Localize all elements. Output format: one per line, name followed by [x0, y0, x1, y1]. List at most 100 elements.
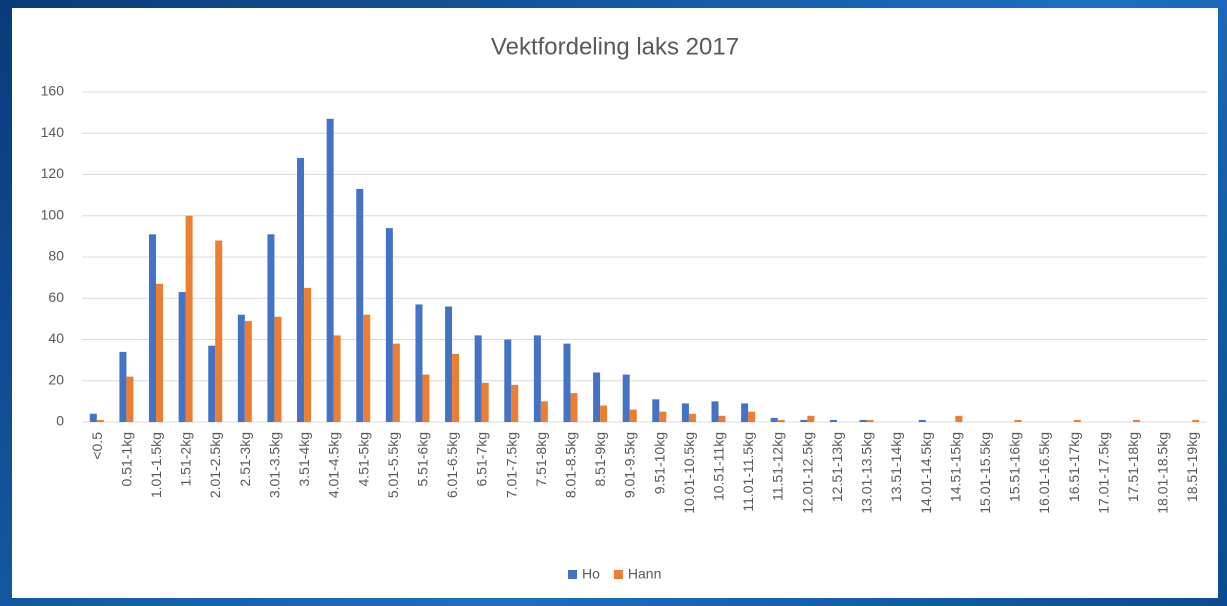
bar [156, 283, 164, 422]
bar [800, 419, 808, 422]
y-tick-label: 120 [41, 165, 65, 181]
bar [89, 413, 97, 422]
y-tick-label: 100 [41, 206, 65, 222]
bar [1073, 419, 1081, 422]
bar [304, 287, 312, 422]
legend-swatch [568, 570, 577, 579]
bar [392, 343, 400, 422]
bar [540, 401, 548, 422]
bar [1192, 419, 1200, 422]
bar [918, 419, 926, 422]
x-tick-label: 4.01-4.5kg [326, 432, 342, 498]
x-tick-label: 2.51-3kg [237, 432, 253, 486]
bar [452, 353, 460, 422]
bar [570, 393, 578, 422]
bar [185, 215, 193, 422]
legend-label: Hann [628, 566, 661, 582]
legend-label: Ho [582, 566, 600, 582]
x-tick-label: 7.51-8kg [533, 432, 549, 486]
bar [563, 343, 571, 422]
x-tick-label: 18.01-18.5kg [1155, 432, 1171, 514]
bar [688, 413, 696, 422]
x-tick-label: 14.01-14.5kg [918, 432, 934, 514]
x-tick-label: 11.51-12kg [770, 432, 786, 501]
x-tick-label: 7.01-7.5kg [503, 432, 519, 498]
bar [1132, 419, 1140, 422]
x-tick-label: 10.51-11kg [711, 432, 727, 501]
bar [866, 419, 874, 422]
x-tick-label: 6.01-6.5kg [444, 432, 460, 498]
x-tick-label: 17.51-18kg [1125, 432, 1141, 502]
bar [119, 351, 127, 422]
bar [422, 374, 430, 422]
x-tick-label: 0.51-1kg [118, 432, 134, 486]
x-tick-label: 3.51-4kg [296, 432, 312, 486]
x-tick-label: 8.01-8.5kg [562, 432, 578, 498]
x-tick-label: 5.51-6kg [414, 432, 430, 486]
x-tick-label: 15.01-15.5kg [977, 432, 993, 514]
bar [511, 384, 519, 422]
bar [474, 335, 482, 422]
bar [237, 314, 245, 422]
bar [215, 240, 223, 422]
bar [1014, 419, 1022, 422]
y-tick-label: 20 [48, 371, 64, 387]
x-tick-label: 11.01-11.5kg [740, 432, 756, 512]
x-tick-label: 1.01-1.5kg [148, 432, 164, 498]
bar [829, 419, 837, 422]
bar [445, 306, 453, 422]
bar [363, 314, 371, 422]
bar [126, 376, 134, 422]
x-tick-label: 3.01-3.5kg [266, 432, 282, 498]
x-tick-label: 18.51-19kg [1184, 432, 1200, 502]
x-tick-label: 9.01-9.5kg [622, 432, 638, 498]
x-tick-label: 12.01-12.5kg [799, 432, 815, 514]
x-tick-label: 17.01-17.5kg [1095, 432, 1111, 514]
bar [711, 401, 719, 422]
bar [96, 419, 104, 422]
y-tick-label: 0 [56, 413, 64, 429]
x-tick-label: 4.51-5kg [355, 432, 371, 486]
bar [356, 188, 364, 422]
y-tick-label: 160 [41, 83, 65, 99]
x-tick-label: 16.01-16.5kg [1036, 432, 1052, 514]
x-tick-label: 1.51-2kg [178, 432, 194, 486]
bar [681, 403, 689, 422]
x-tick-label: <0.5 [89, 432, 105, 460]
chart-area [12, 8, 1218, 598]
x-tick-label: 12.51-13kg [829, 432, 845, 502]
chart-title: Vektfordeling laks 2017 [491, 33, 739, 60]
bar [777, 419, 785, 422]
x-tick-label: 10.01-10.5kg [681, 432, 697, 514]
bar [748, 411, 756, 422]
x-tick-label: 16.51-17kg [1066, 432, 1082, 502]
legend-swatch [613, 570, 623, 579]
bar [208, 345, 216, 422]
x-tick-label: 14.51-15kg [947, 432, 963, 502]
bar [859, 419, 867, 422]
y-tick-label: 80 [48, 248, 64, 264]
bar [178, 292, 186, 422]
bar [267, 234, 275, 422]
bar [807, 415, 815, 422]
bar [955, 415, 963, 422]
x-tick-label: 8.51-9kg [592, 432, 608, 486]
bar [274, 316, 282, 422]
bar [533, 335, 541, 422]
x-tick-label: 13.01-13.5kg [859, 432, 875, 514]
bar [741, 403, 749, 422]
bar [622, 374, 630, 422]
bar [333, 335, 341, 422]
bar [244, 320, 252, 422]
x-tick-label: 6.51-7kg [474, 432, 490, 486]
bar [593, 372, 601, 422]
bar [629, 409, 637, 422]
y-tick-label: 60 [48, 289, 64, 305]
bar [385, 228, 393, 422]
bar [718, 415, 726, 422]
x-tick-label: 9.51-10kg [651, 432, 667, 494]
bar [600, 405, 608, 422]
bar [149, 234, 157, 422]
